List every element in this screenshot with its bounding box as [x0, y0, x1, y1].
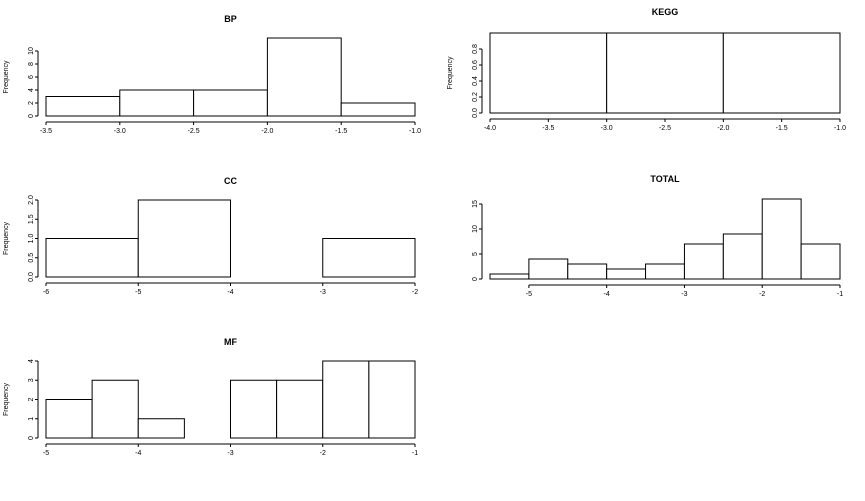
y-tick-label-cc-2: 1.0	[28, 234, 35, 244]
panel-cc: CC -6 -5 -4 -3 -2 0.0 0.5 1.0 1.5 2.0 Frequency	[3, 176, 418, 296]
bar-bp-4	[340, 102, 416, 117]
bar-mf-5	[276, 379, 324, 439]
bar-bp-1	[119, 89, 195, 117]
bar-mf-1	[91, 379, 139, 439]
x-tick-label-bp-1: -3.0	[114, 128, 126, 135]
bar-total-0	[489, 273, 530, 280]
bar-total-5	[683, 243, 724, 280]
y-tick-label-total-1: 5	[472, 252, 479, 256]
bar-bp-2	[193, 89, 268, 117]
x-tick-label-bp-0: -3.5	[40, 128, 52, 135]
chart-title-mf: MF	[224, 337, 237, 347]
x-tick-label-kegg-4: -2.0	[717, 125, 729, 132]
panel-bp: BP -3.5 -3.0 -2.5 -2.0 -1.5 -1.0 0 2 4 6 8 10 Frequen…	[3, 14, 421, 135]
chart-title-kegg: KEGG	[652, 7, 679, 17]
x-tick-label-mf-4: -1	[412, 450, 418, 457]
panel-mf: MF -5 -4 -3 -2 -1 0 1 2 3 4 Frequency	[3, 337, 418, 457]
y-tick-label-bp-2: 4	[28, 88, 35, 92]
x-tick-label-kegg-1: -3.5	[542, 125, 554, 132]
y-tick-label-bp-3: 6	[28, 75, 35, 79]
bar-kegg-0	[489, 32, 608, 114]
bar-total-6	[722, 233, 763, 280]
bar-total-7	[761, 198, 802, 280]
panel-total: TOTAL -5 -4 -3 -2 -1 0 5 10 15	[472, 174, 843, 298]
x-tick-label-total-4: -1	[837, 291, 843, 298]
y-tick-label-cc-0: 0.0	[28, 272, 35, 282]
chart-title-cc: CC	[224, 176, 237, 186]
bar-cc-0	[45, 238, 139, 278]
x-tick-label-kegg-3: -2.5	[659, 125, 671, 132]
x-tick-label-cc-1: -5	[135, 289, 141, 296]
y-tick-label-kegg-0: 0.0	[472, 108, 479, 118]
bar-mf-4	[230, 379, 278, 439]
bar-cc-3	[322, 238, 416, 278]
bar-bp-3	[266, 37, 342, 117]
x-tick-label-bp-4: -1.5	[335, 128, 347, 135]
x-tick-label-cc-4: -2	[412, 289, 418, 296]
x-tick-label-kegg-0: -4.0	[484, 125, 496, 132]
y-tick-label-cc-4: 2.0	[28, 195, 35, 205]
y-axis-label-bp: Frequency	[3, 60, 10, 94]
y-tick-label-kegg-1: 0.2	[472, 92, 479, 102]
bar-total-8	[800, 243, 841, 280]
x-tick-label-bp-3: -2.0	[261, 128, 273, 135]
chart-title-total: TOTAL	[650, 174, 680, 184]
y-tick-label-mf-2: 2	[28, 397, 35, 401]
y-tick-label-cc-1: 0.5	[28, 253, 35, 263]
bar-kegg-2	[722, 32, 841, 114]
y-axis-label-cc: Frequency	[3, 221, 10, 255]
x-tick-label-kegg-6: -1.0	[834, 125, 846, 132]
x-tick-label-kegg-5: -1.5	[776, 125, 788, 132]
y-tick-label-kegg-4: 0.8	[472, 44, 479, 54]
x-tick-label-cc-0: -6	[43, 289, 49, 296]
y-tick-label-kegg-2: 0.4	[472, 76, 479, 86]
x-tick-label-total-2: -3	[681, 291, 687, 298]
y-tick-label-kegg-3: 0.6	[472, 60, 479, 70]
bar-cc-1	[137, 199, 231, 278]
x-tick-label-mf-1: -4	[135, 450, 141, 457]
y-tick-label-cc-3: 1.5	[28, 214, 35, 224]
bar-total-1	[528, 258, 569, 280]
x-tick-label-total-3: -2	[759, 291, 765, 298]
y-tick-label-total-3: 15	[472, 200, 479, 208]
bar-kegg-1	[606, 32, 724, 114]
bar-total-4	[645, 263, 685, 280]
bar-total-2	[567, 263, 608, 280]
x-tick-label-mf-3: -2	[320, 450, 326, 457]
y-tick-label-bp-0: 0	[28, 114, 35, 118]
y-tick-label-total-2: 10	[472, 225, 479, 233]
chart-title-bp: BP	[224, 14, 237, 24]
x-tick-label-cc-3: -3	[320, 289, 326, 296]
y-tick-label-bp-4: 8	[28, 62, 35, 66]
y-axis-label-mf: Frequency	[3, 382, 10, 416]
y-tick-label-total-0: 0	[472, 277, 479, 281]
x-tick-label-mf-0: -5	[43, 450, 49, 457]
y-tick-label-mf-1: 1	[28, 417, 35, 421]
y-tick-label-bp-1: 2	[28, 101, 35, 105]
y-tick-label-mf-0: 0	[28, 436, 35, 440]
x-tick-label-total-1: -4	[604, 291, 610, 298]
y-tick-label-mf-3: 3	[28, 378, 35, 382]
x-tick-label-kegg-2: -3.0	[601, 125, 613, 132]
bar-mf-6	[322, 360, 370, 439]
bar-total-3	[606, 268, 647, 280]
bar-mf-0	[45, 399, 93, 439]
x-tick-label-bp-2: -2.5	[188, 128, 200, 135]
y-tick-label-mf-4: 4	[28, 359, 35, 363]
x-tick-label-bp-5: -1.0	[409, 128, 421, 135]
x-tick-label-total-0: -5	[526, 291, 532, 298]
panel-kegg: KEGG -4.0 -3.5 -3.0 -2.5 -2.0 -1.5 -1.0 0.0 0.2 0.…	[447, 7, 846, 132]
y-axis-label-kegg: Frequency	[447, 56, 454, 90]
x-tick-label-mf-2: -3	[227, 450, 233, 457]
bar-mf-2	[137, 418, 185, 439]
x-tick-label-cc-2: -4	[227, 289, 233, 296]
y-tick-label-bp-5: 10	[28, 47, 35, 55]
bar-mf-7	[368, 360, 416, 439]
bar-bp-0	[45, 96, 121, 117]
